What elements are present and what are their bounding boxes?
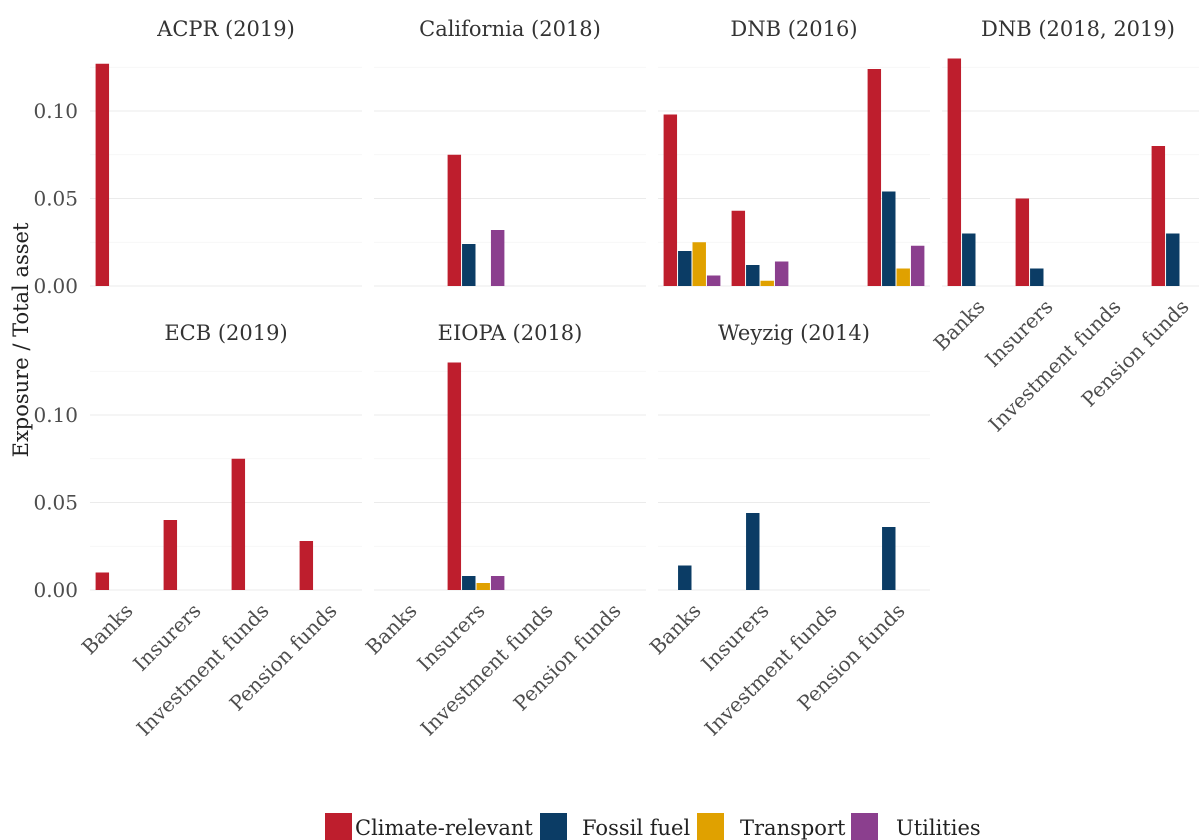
bar-climate-relevant-pension-funds (1151, 146, 1166, 286)
y-tick-label: 0.10 (33, 403, 78, 427)
y-tick-label: 0.10 (33, 99, 78, 123)
x-tick-label: Investment funds (984, 295, 1126, 437)
bar-fossil-fuel-pension-funds (882, 527, 896, 590)
bar-climate-relevant-pension-funds (299, 541, 314, 590)
panel-title: EIOPA (2018) (438, 321, 583, 345)
bar-transport-pension-funds (896, 268, 910, 286)
x-tick-label: Investment funds (416, 599, 558, 741)
y-tick-label: 0.05 (33, 491, 78, 515)
legend-item: Fossil fuel (540, 813, 690, 840)
bar-utilities-insurers (490, 576, 505, 590)
legend-item: Utilities (851, 813, 981, 840)
panel-title: ACPR (2019) (156, 17, 295, 41)
panels-layer: ACPR (2019) California (2018) DNB (2016) DN… (90, 17, 1199, 591)
panel-4: ECB (2019) (90, 321, 362, 591)
bar-utilities-banks (706, 275, 721, 286)
bar-fossil-fuel-insurers (746, 265, 760, 286)
bar-transport-insurers (760, 280, 774, 286)
bar-utilities-insurers (774, 261, 789, 286)
legend-swatch (697, 813, 724, 840)
panel-1: California (2018) (374, 17, 646, 287)
y-tick-label: 0.05 (33, 187, 78, 211)
panel-title: ECB (2019) (164, 321, 287, 345)
axis-layer: 0.000.050.100.000.050.10BanksInsurersInv… (33, 99, 1193, 740)
legend-swatch (540, 813, 567, 840)
legend-swatch (851, 813, 878, 840)
legend-item: Transport (697, 813, 846, 840)
y-axis-label: Exposure / Total asset (9, 222, 33, 457)
legend-swatch (325, 813, 352, 840)
x-tick-label: Banks (645, 599, 706, 660)
legend-label: Transport (740, 816, 846, 840)
bar-climate-relevant-investment-funds (231, 458, 246, 590)
panel-6: Weyzig (2014) (658, 321, 930, 591)
y-tick-label: 0.00 (33, 578, 78, 602)
panel-3: DNB (2018, 2019) (942, 17, 1199, 287)
x-tick-label: Investment funds (132, 599, 274, 741)
bar-climate-relevant-banks (663, 114, 678, 286)
bar-fossil-fuel-insurers (746, 513, 760, 590)
bar-fossil-fuel-banks (962, 233, 976, 286)
bar-fossil-fuel-insurers (1030, 268, 1044, 286)
bar-fossil-fuel-pension-funds (1166, 233, 1180, 286)
bar-fossil-fuel-banks (678, 251, 692, 286)
panel-title: California (2018) (419, 17, 601, 41)
x-tick-label: Banks (77, 599, 138, 660)
panel-title: DNB (2018, 2019) (981, 17, 1175, 41)
bar-fossil-fuel-banks (678, 565, 692, 590)
bar-transport-insurers (476, 583, 490, 590)
legend-label: Climate-relevant (355, 816, 533, 840)
x-tick-label: Investment funds (700, 599, 842, 741)
legend-label: Utilities (896, 816, 981, 840)
bar-climate-relevant-banks (95, 63, 110, 286)
bar-utilities-pension-funds (910, 245, 925, 286)
panel-5: EIOPA (2018) (374, 321, 646, 591)
bar-climate-relevant-insurers (447, 154, 462, 286)
legend: Climate-relevant Fossil fuel Transport Util… (325, 813, 981, 840)
panel-0: ACPR (2019) (90, 17, 362, 287)
bar-climate-relevant-banks (95, 572, 110, 590)
bar-climate-relevant-pension-funds (867, 69, 882, 286)
bar-climate-relevant-insurers (731, 210, 746, 286)
panel-title: Weyzig (2014) (718, 321, 870, 345)
bar-climate-relevant-insurers (447, 362, 462, 590)
y-tick-label: 0.00 (33, 274, 78, 298)
bar-fossil-fuel-pension-funds (882, 191, 896, 286)
x-tick-label: Banks (929, 295, 990, 356)
bar-climate-relevant-insurers (163, 520, 178, 590)
bar-utilities-insurers (490, 230, 505, 286)
legend-item: Climate-relevant (325, 813, 533, 840)
panel-2: DNB (2016) (658, 17, 930, 287)
legend-label: Fossil fuel (582, 816, 690, 840)
bar-transport-banks (692, 242, 706, 286)
bar-climate-relevant-banks (947, 58, 962, 286)
panel-title: DNB (2016) (730, 17, 857, 41)
bar-fossil-fuel-insurers (462, 244, 476, 286)
x-tick-label: Banks (361, 599, 422, 660)
bar-fossil-fuel-insurers (462, 576, 476, 590)
bar-climate-relevant-insurers (1015, 198, 1030, 286)
